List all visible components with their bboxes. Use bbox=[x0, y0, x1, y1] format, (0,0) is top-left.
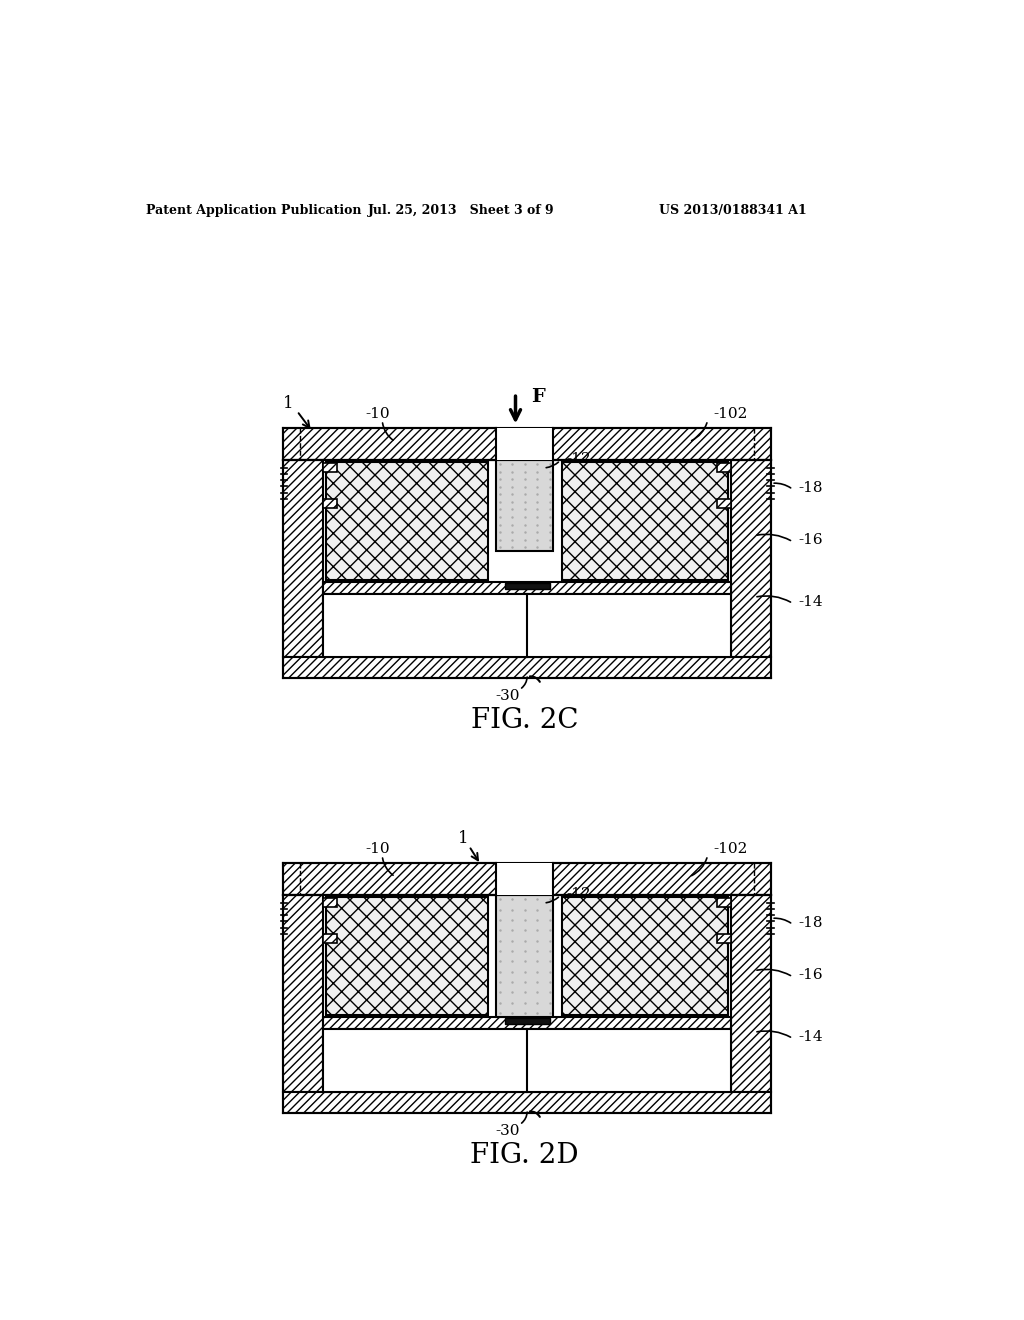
Bar bbox=[496, 461, 554, 552]
Text: -18: -18 bbox=[799, 916, 823, 931]
Text: -30: -30 bbox=[496, 1123, 520, 1138]
Bar bbox=[327, 896, 487, 1015]
Text: Patent Application Publication: Patent Application Publication bbox=[145, 205, 361, 218]
Bar bbox=[496, 895, 554, 1016]
Bar bbox=[496, 863, 554, 895]
Bar bbox=[562, 462, 728, 581]
Text: FIG. 2C: FIG. 2C bbox=[471, 708, 579, 734]
Bar bbox=[283, 461, 324, 656]
Bar bbox=[731, 895, 771, 1092]
Bar bbox=[283, 428, 771, 461]
Text: -102: -102 bbox=[713, 842, 748, 857]
Bar bbox=[324, 582, 731, 594]
Bar bbox=[324, 1030, 731, 1092]
Text: -102: -102 bbox=[713, 407, 748, 421]
Text: -16: -16 bbox=[799, 533, 823, 548]
Bar bbox=[324, 1016, 731, 1030]
Text: -10: -10 bbox=[366, 407, 390, 421]
Bar bbox=[327, 462, 487, 581]
Text: 1: 1 bbox=[458, 830, 468, 847]
Text: Jul. 25, 2013   Sheet 3 of 9: Jul. 25, 2013 Sheet 3 of 9 bbox=[368, 205, 555, 218]
Text: -14: -14 bbox=[799, 1030, 823, 1044]
Bar bbox=[324, 594, 731, 656]
Bar bbox=[717, 933, 731, 942]
Text: FIG. 2D: FIG. 2D bbox=[470, 1142, 580, 1170]
Bar bbox=[324, 462, 337, 471]
Bar bbox=[496, 428, 554, 461]
Text: F: F bbox=[531, 388, 545, 407]
Bar bbox=[324, 499, 337, 508]
Bar bbox=[717, 462, 731, 471]
Text: -14: -14 bbox=[799, 595, 823, 609]
Bar bbox=[283, 863, 771, 895]
Text: -30: -30 bbox=[496, 689, 520, 702]
Bar bbox=[717, 898, 731, 907]
Bar bbox=[717, 499, 731, 508]
Text: US 2013/0188341 A1: US 2013/0188341 A1 bbox=[658, 205, 806, 218]
Bar bbox=[324, 898, 337, 907]
Text: -12: -12 bbox=[566, 451, 591, 466]
Bar bbox=[731, 461, 771, 656]
Text: -10: -10 bbox=[366, 842, 390, 857]
Text: -12: -12 bbox=[566, 887, 591, 900]
Bar bbox=[283, 656, 771, 678]
Text: -18: -18 bbox=[799, 480, 823, 495]
Text: 1: 1 bbox=[283, 395, 294, 412]
Bar bbox=[505, 1019, 550, 1024]
Text: -16: -16 bbox=[799, 969, 823, 982]
Bar bbox=[283, 895, 324, 1092]
Bar bbox=[283, 1092, 771, 1113]
Bar bbox=[562, 896, 728, 1015]
Bar bbox=[505, 583, 550, 589]
Bar bbox=[324, 933, 337, 942]
